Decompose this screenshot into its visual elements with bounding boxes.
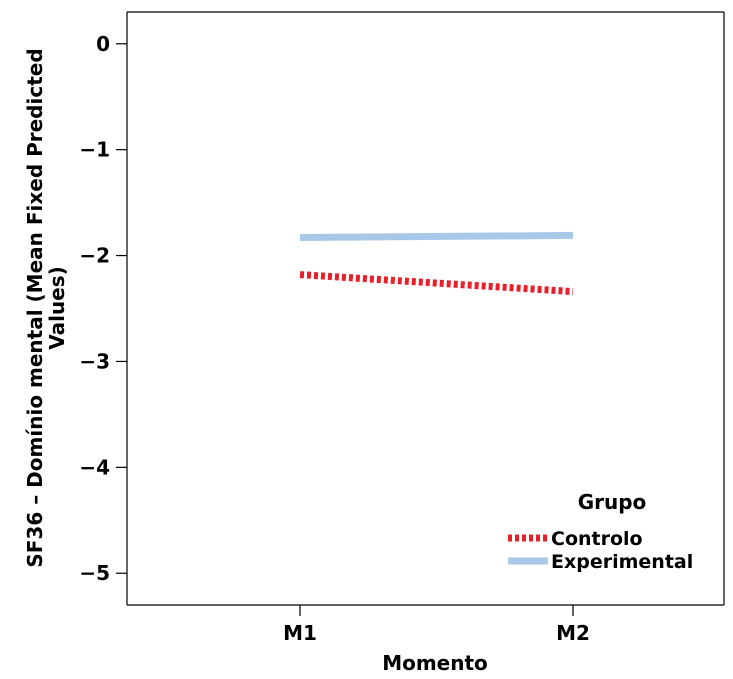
series-line-controlo — [299, 271, 574, 296]
plot-axes — [126, 11, 725, 606]
y-tick-label: −1 — [79, 138, 110, 162]
series-lines — [299, 231, 574, 296]
y-tick-label: −3 — [79, 349, 110, 373]
series-line-experimental — [299, 231, 574, 242]
y-tick-label: −4 — [79, 455, 110, 479]
legend-label-controlo: Controlo — [551, 528, 643, 550]
y-axis-title-line-2: Values) — [45, 266, 69, 350]
legend-title: Grupo — [578, 490, 647, 514]
legend-label-experimental: Experimental — [551, 551, 693, 573]
y-tick-label: −5 — [79, 561, 110, 585]
y-axis-title-line-1: SF36 – Domínio mental (Mean Fixed Predic… — [23, 48, 47, 567]
y-ticks: 0 −1 −2 −3 −4 −5 — [79, 32, 127, 585]
y-axis-title: SF36 – Domínio mental (Mean Fixed Predic… — [23, 48, 69, 567]
x-tick-label: M2 — [556, 621, 590, 645]
x-tick-label: M1 — [283, 621, 317, 645]
x-axis-title: Momento — [382, 651, 488, 675]
y-tick-label: −2 — [79, 244, 110, 268]
y-tick-label: 0 — [96, 32, 110, 56]
x-ticks: M1 M2 — [283, 605, 590, 645]
